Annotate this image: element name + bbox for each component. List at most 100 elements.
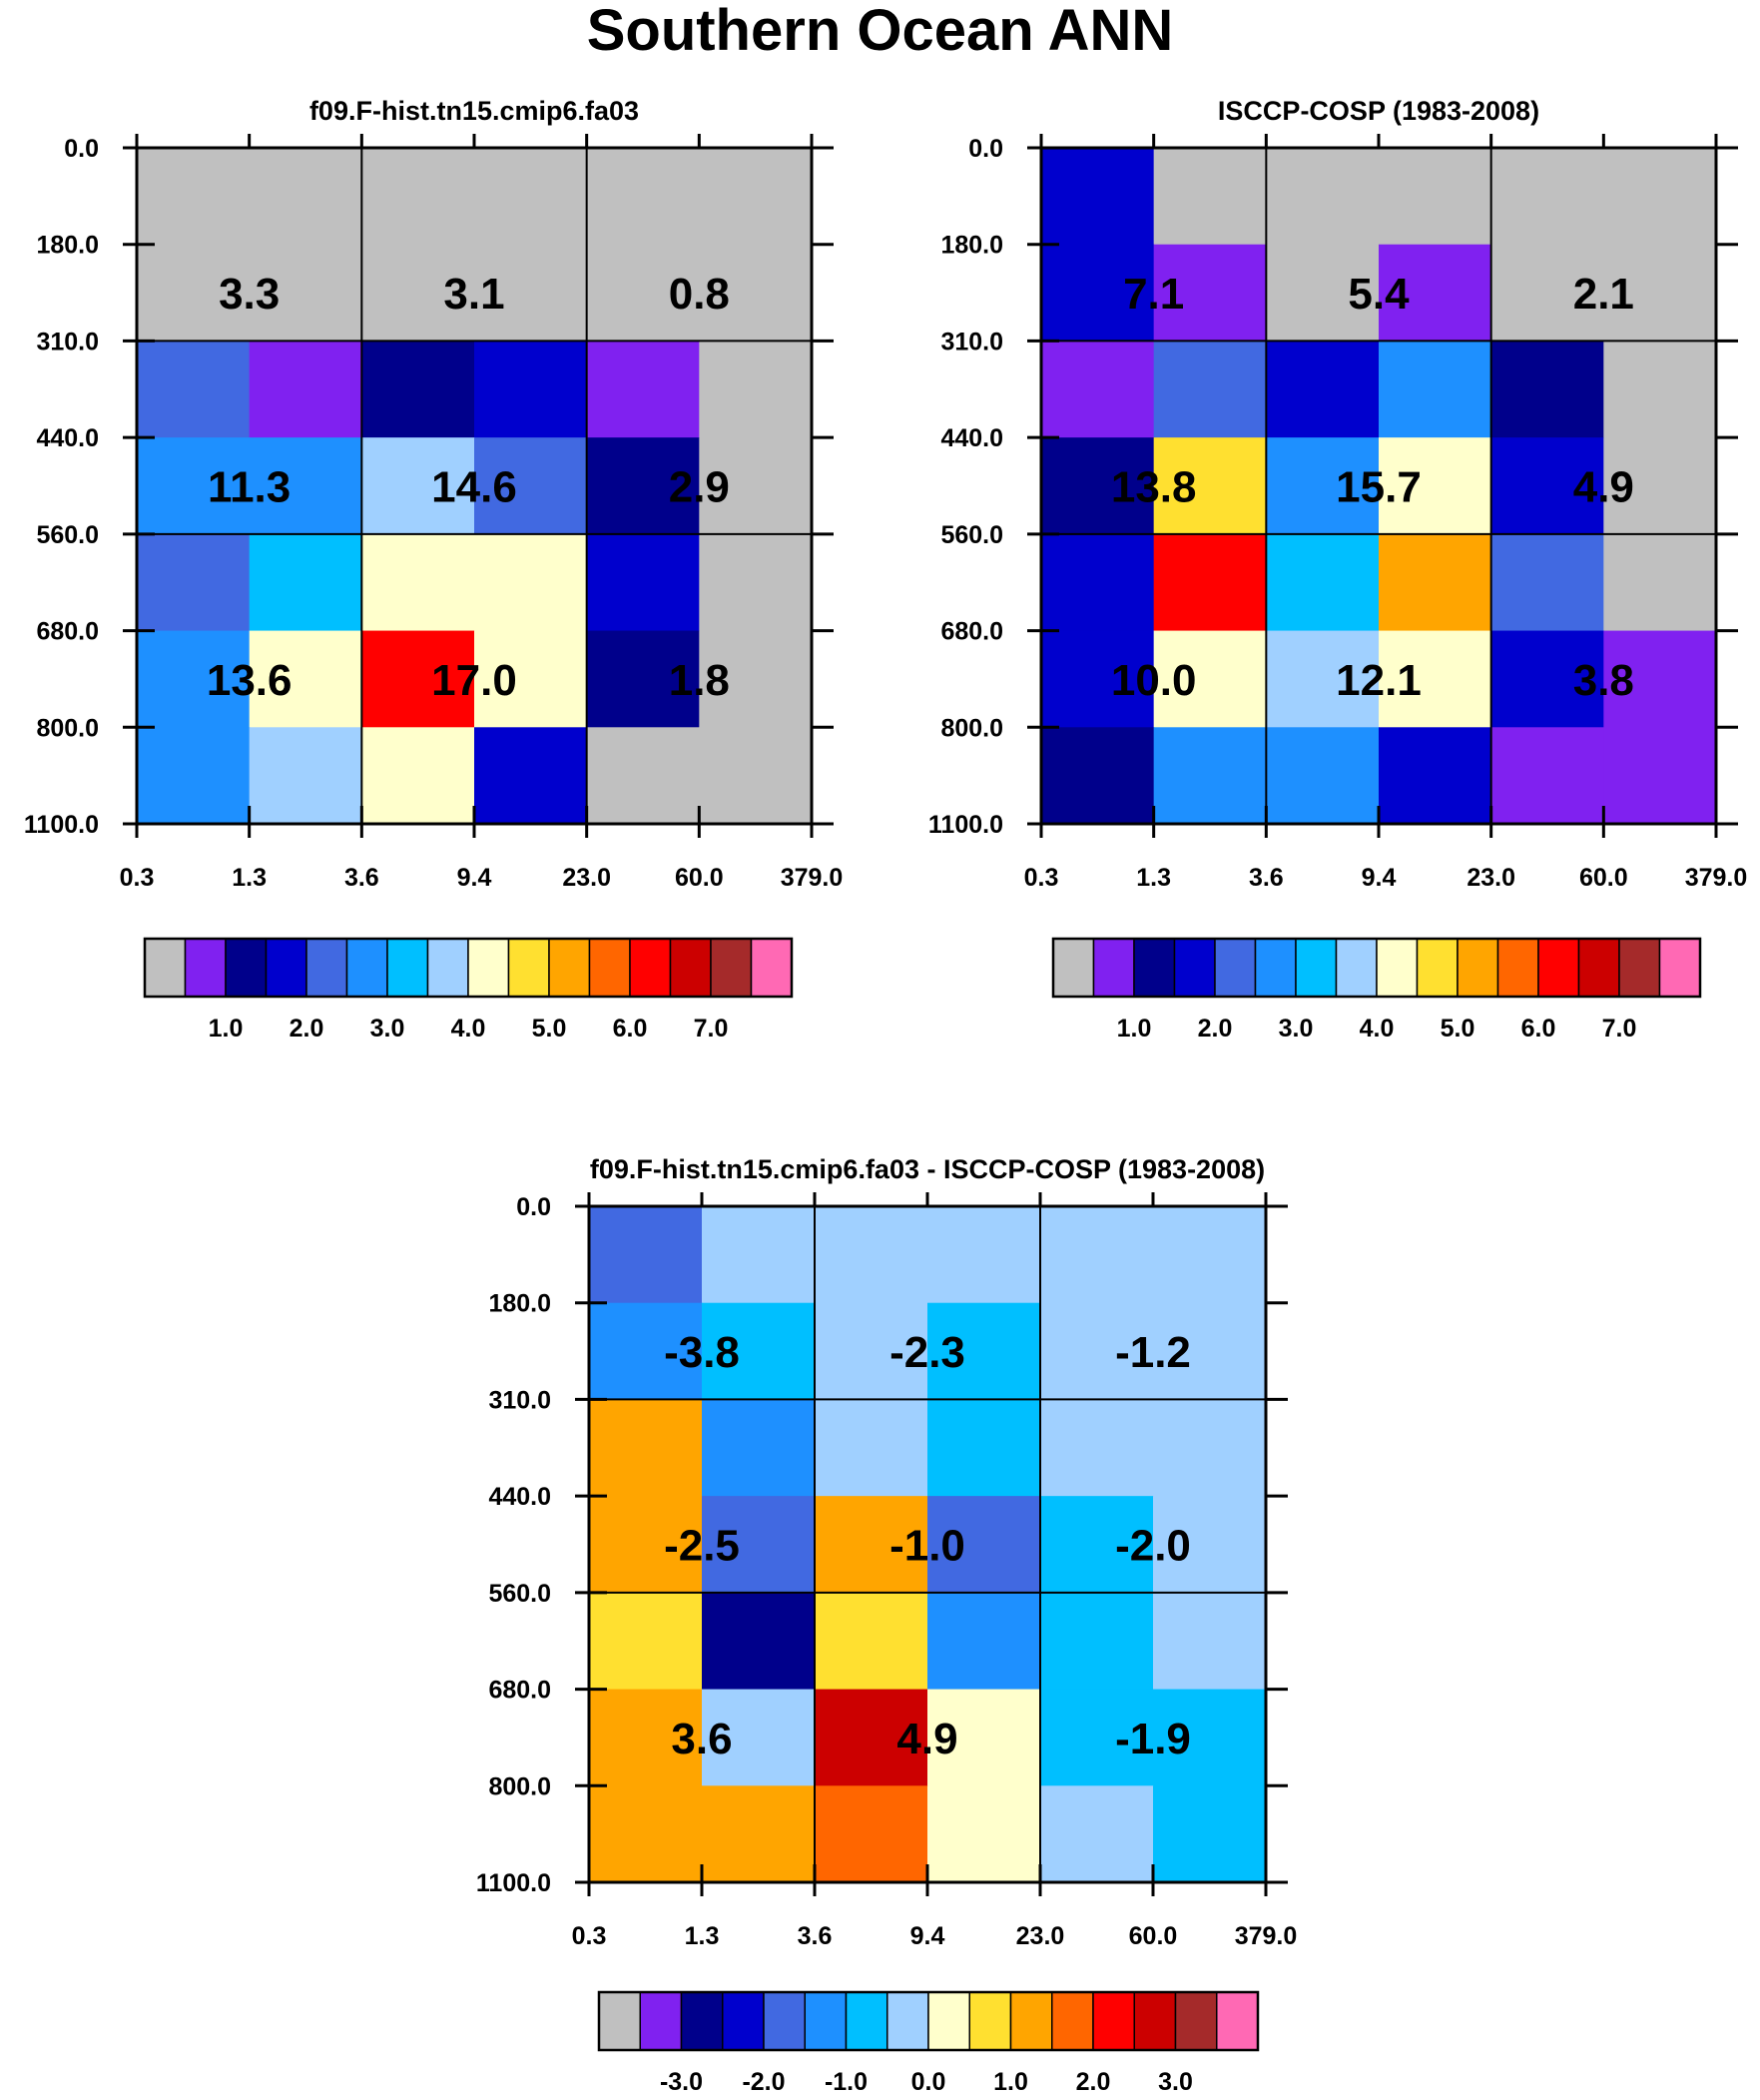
panel2-box-value: 2.1 (1573, 270, 1634, 319)
panel3-heatmap-cell (927, 1302, 1041, 1401)
panel1-y-tick-label: 180.0 (36, 232, 99, 260)
panel2-y-tick-label: 680.0 (940, 618, 1003, 646)
panel2-y-tick-label: 800.0 (940, 714, 1003, 742)
panel2-heatmap-cell (1041, 727, 1155, 825)
panel3-heatmap-cell (702, 1206, 816, 1304)
panel2-x-tick-label: 60.0 (1579, 864, 1628, 892)
panel1-heatmap-cell (699, 148, 813, 246)
panel3-colorbar-box (1174, 1991, 1218, 2051)
panel3-heatmap-cell (927, 1689, 1041, 1786)
panel2-heatmap-cell (1603, 630, 1717, 728)
panel2-heatmap-cell (1153, 533, 1267, 632)
panel3-heatmap-cell (589, 1785, 703, 1883)
panel3-box-value: -2.0 (1115, 1522, 1191, 1571)
panel2-x-tick-label: 3.6 (1249, 864, 1284, 892)
panel2-heatmap-cell (1266, 244, 1380, 343)
panel1-x-tick-label: 60.0 (675, 864, 724, 892)
panel2-x-tick-label: 0.3 (1024, 864, 1059, 892)
panel2-heatmap-cell (1266, 630, 1380, 728)
panel1-heatmap-cell (361, 148, 475, 246)
panel1-heatmap-cell (361, 630, 475, 728)
panel2-y-tick-label: 440.0 (940, 424, 1003, 452)
panel3-box-value: -1.0 (889, 1522, 965, 1571)
panel2-heatmap-cell (1153, 727, 1267, 825)
panel1-heatmap-cell (586, 341, 700, 438)
panel1-y-tick-label: 310.0 (36, 328, 99, 355)
panel3-y-tick-label: 180.0 (488, 1290, 551, 1318)
panel2-x-tick-label: 9.4 (1362, 864, 1397, 892)
panel2-colorbar-box (1214, 938, 1257, 998)
panel2-heatmap-cell (1603, 244, 1717, 343)
panel1-colorbar-box (265, 938, 307, 998)
panel2-colorbar-box (1133, 938, 1176, 998)
panel3-x-tick-label: 379.0 (1235, 1922, 1298, 1950)
panel1-colorbar-box (184, 938, 227, 998)
panel1-colorbar-label: 6.0 (613, 1015, 648, 1043)
panel2-colorbar-box (1335, 938, 1378, 998)
panel1-heatmap-cell (474, 148, 588, 246)
panel3-box-value: -2.3 (889, 1328, 965, 1377)
panel1-heatmap-cell (699, 437, 813, 535)
panel1-y-tick-label: 800.0 (36, 714, 99, 742)
panel1-colorbar-label: 1.0 (209, 1015, 244, 1043)
panel2-heatmap-cell (1041, 341, 1155, 438)
panel3-colorbar-box (927, 1991, 970, 2051)
panel2-colorbar-label: 1.0 (1117, 1015, 1152, 1043)
panel2-heatmap-cell (1490, 630, 1604, 728)
panel2-heatmap-cell (1266, 533, 1380, 632)
panel1-heatmap-cell (474, 341, 588, 438)
panel1-heatmap-cell (137, 630, 251, 728)
panel2-heatmap-cell (1041, 630, 1155, 728)
panel2-heatmap-cell (1603, 437, 1717, 535)
panel2-heatmap-cell (1153, 244, 1267, 343)
panel3-colorbar-box (639, 1991, 683, 2051)
panel1-heatmap-cell (474, 533, 588, 632)
panel3-heatmap-cell (1153, 1399, 1267, 1497)
panel3-heatmap-cell (702, 1496, 816, 1594)
panel3-heatmap-cell (815, 1689, 928, 1786)
panel1-heatmap-cell (361, 437, 475, 535)
panel3-heatmap-cell (1040, 1785, 1154, 1883)
panel3-y-tick-label: 560.0 (488, 1580, 551, 1608)
panel3-heatmap-cell (1040, 1302, 1154, 1401)
panel3-heatmap-cell (815, 1399, 928, 1497)
panel2-heatmap-cell (1379, 437, 1492, 535)
panel2-colorbar-label: 5.0 (1441, 1015, 1475, 1043)
panel2-heatmap-cell (1153, 437, 1267, 535)
panel3-heatmap-cell (927, 1785, 1041, 1883)
panel2-colorbar-box (1376, 938, 1419, 998)
panel3-heatmap-cell (1153, 1496, 1267, 1594)
panel3-heatmap-cell (1040, 1689, 1154, 1786)
panel3-colorbar-box (886, 1991, 929, 2051)
panel2-heatmap-cell (1266, 341, 1380, 438)
panel3-colorbar-box (1133, 1991, 1177, 2051)
panel1-box-value: 13.6 (207, 656, 293, 705)
panel1-heatmap-cell (249, 148, 362, 246)
panel1-heatmap-cell (249, 244, 362, 343)
panel2-x-tick-label: 1.3 (1136, 864, 1171, 892)
panel3-colorbar-label: -2.0 (742, 2068, 785, 2096)
panel2-colorbar-box (1173, 938, 1216, 998)
panel3-colorbar-box (1009, 1991, 1053, 2051)
panel2-box-value: 12.1 (1336, 656, 1422, 705)
panel2-box-value: 7.1 (1123, 270, 1184, 319)
panel1-y-tick-label: 0.0 (64, 135, 99, 163)
panel3-heatmap-cell (589, 1399, 703, 1497)
panel3-box-value: 3.6 (671, 1715, 732, 1763)
panel2-box-value: 5.4 (1348, 270, 1410, 319)
panel3-heatmap-cell (815, 1302, 928, 1401)
panel2-y-tick-label: 560.0 (940, 521, 1003, 549)
panel1-colorbar-box (548, 938, 591, 998)
panel1-colorbar-box (225, 938, 268, 998)
panel3-heatmap-cell (815, 1206, 928, 1304)
panel1-box-value: 14.6 (431, 463, 517, 512)
panel1-heatmap-cell (699, 341, 813, 438)
panel2-colorbar-box (1052, 938, 1095, 998)
panel1-colorbar-box (144, 938, 187, 998)
panel1-y-tick-label: 1100.0 (24, 811, 99, 839)
panel3-heatmap-cell (1040, 1592, 1154, 1691)
panel1-heatmap-cell (586, 244, 700, 343)
panel1-colorbar-box (386, 938, 429, 998)
panel3-heatmap-cell (702, 1592, 816, 1691)
